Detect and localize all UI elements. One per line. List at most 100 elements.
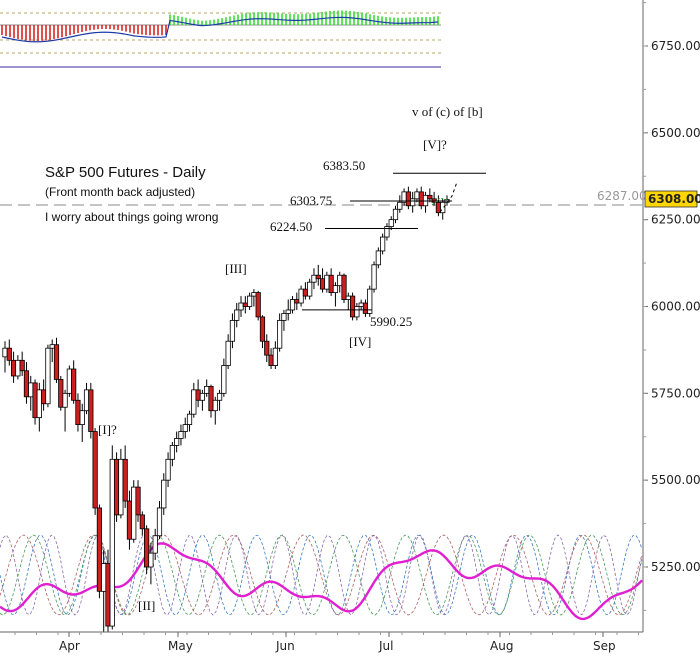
last-price-badge xyxy=(644,190,698,208)
candle-body xyxy=(418,191,424,207)
candle-body xyxy=(324,274,330,290)
candle-body xyxy=(328,274,334,294)
candle-body xyxy=(285,309,291,314)
candle-body xyxy=(32,382,38,419)
oscillator-panel xyxy=(0,10,441,68)
candle-body xyxy=(294,299,300,304)
candle-body xyxy=(397,201,403,210)
candle-body xyxy=(10,359,17,377)
wave-label-4: [IV] xyxy=(349,334,371,349)
candle-body xyxy=(83,389,90,412)
candle-body xyxy=(53,344,60,380)
candle-body xyxy=(36,389,42,419)
x-axis: Apr May Jun Jul Aug Sep xyxy=(0,631,643,653)
candle-body xyxy=(281,313,287,321)
candle-body xyxy=(337,274,343,287)
candle-body xyxy=(251,292,257,297)
candle-body xyxy=(131,486,137,540)
candle-body xyxy=(388,219,394,228)
y-tick-label-6000: 6000.00 xyxy=(651,300,700,314)
candle-body xyxy=(315,274,321,280)
candle-body xyxy=(199,392,205,401)
candle-body xyxy=(71,368,77,401)
candle-body xyxy=(75,399,81,425)
candle-body xyxy=(238,302,244,311)
candle-body xyxy=(440,201,446,214)
candle-body xyxy=(204,385,210,394)
x-tick-label-May: May xyxy=(168,639,193,653)
candle-body xyxy=(272,347,278,366)
candle-body xyxy=(358,302,364,307)
candle-body xyxy=(165,458,171,481)
candle-body xyxy=(96,507,103,592)
candle-body xyxy=(247,295,253,307)
candle-body xyxy=(105,563,111,627)
wave-label-1: [I]? xyxy=(98,422,117,437)
candle-body xyxy=(148,552,154,568)
candle-body xyxy=(341,274,347,300)
candle-body xyxy=(126,500,133,540)
x-tick-label-Apr: Apr xyxy=(59,639,80,653)
candle-body xyxy=(354,306,360,318)
candle-body xyxy=(371,264,377,290)
candle-body xyxy=(195,389,201,401)
level-label-5990: 5990.25 xyxy=(370,314,412,329)
level-label-6224: 6224.50 xyxy=(270,219,312,234)
candle-body xyxy=(216,392,223,401)
candle-body xyxy=(23,370,30,398)
candle-body xyxy=(191,389,197,415)
candle-body xyxy=(242,302,248,307)
candle-body xyxy=(332,285,339,294)
candle-body xyxy=(113,458,120,516)
candle-body xyxy=(298,288,304,304)
y-tick-label-6500: 6500.00 xyxy=(651,126,700,140)
y-tick-label-6750: 6750.00 xyxy=(651,39,700,53)
composite-cycle-line xyxy=(0,542,643,621)
candle-body xyxy=(169,445,175,460)
candle-body xyxy=(6,347,12,361)
candle-body xyxy=(268,354,274,366)
candle-body xyxy=(79,410,85,425)
x-tick-label-Aug: Aug xyxy=(490,639,513,653)
candle-body xyxy=(139,514,145,530)
last-price-label: 6308.00 xyxy=(648,192,700,206)
x-tick-label-Jul: Jul xyxy=(378,639,393,653)
y-axis: 5250.00 5500.00 5750.00 6000.00 6250.00 6500.… xyxy=(642,0,700,632)
candle-body xyxy=(66,368,72,394)
candle-body xyxy=(182,424,188,432)
candle-body xyxy=(319,278,326,290)
candle-body xyxy=(384,226,390,238)
candle-body xyxy=(2,347,8,358)
candle-body xyxy=(208,385,214,412)
candle-body xyxy=(92,431,98,509)
candle-body xyxy=(259,316,266,342)
candle-body xyxy=(118,458,124,516)
level-label-6303: 6303.75 xyxy=(290,193,332,208)
chart-title: S&P 500 Futures - Daily xyxy=(45,164,206,181)
y-tick-label-5750: 5750.00 xyxy=(651,386,700,400)
candle-body xyxy=(212,399,218,412)
candle-body xyxy=(88,389,94,432)
y-tick-label-6250: 6250.00 xyxy=(651,213,700,227)
level-label-6383: 6383.50 xyxy=(323,158,365,173)
candle-body xyxy=(229,319,236,342)
wave-label-2: [II] xyxy=(138,598,155,613)
candle-body xyxy=(289,299,296,311)
candle-body xyxy=(435,201,442,214)
candle-body xyxy=(45,347,51,405)
candle-body xyxy=(186,413,193,425)
candle-body xyxy=(277,319,283,349)
candle-body xyxy=(15,359,21,377)
candle-body xyxy=(41,389,47,405)
chart-note: I worry about things going wrong xyxy=(45,210,218,224)
candle-body xyxy=(49,344,55,349)
price-area xyxy=(0,172,645,632)
chart-subtitle: (Front month back adjusted) xyxy=(45,185,195,199)
y-tick-label-5250: 5250.00 xyxy=(651,560,700,574)
reference-price-label: 6287.00 xyxy=(597,189,647,203)
candle-body xyxy=(19,359,25,372)
cycle-curve xyxy=(0,535,643,615)
candle-body xyxy=(414,191,420,200)
oscillator-signal-line xyxy=(1,16,439,43)
